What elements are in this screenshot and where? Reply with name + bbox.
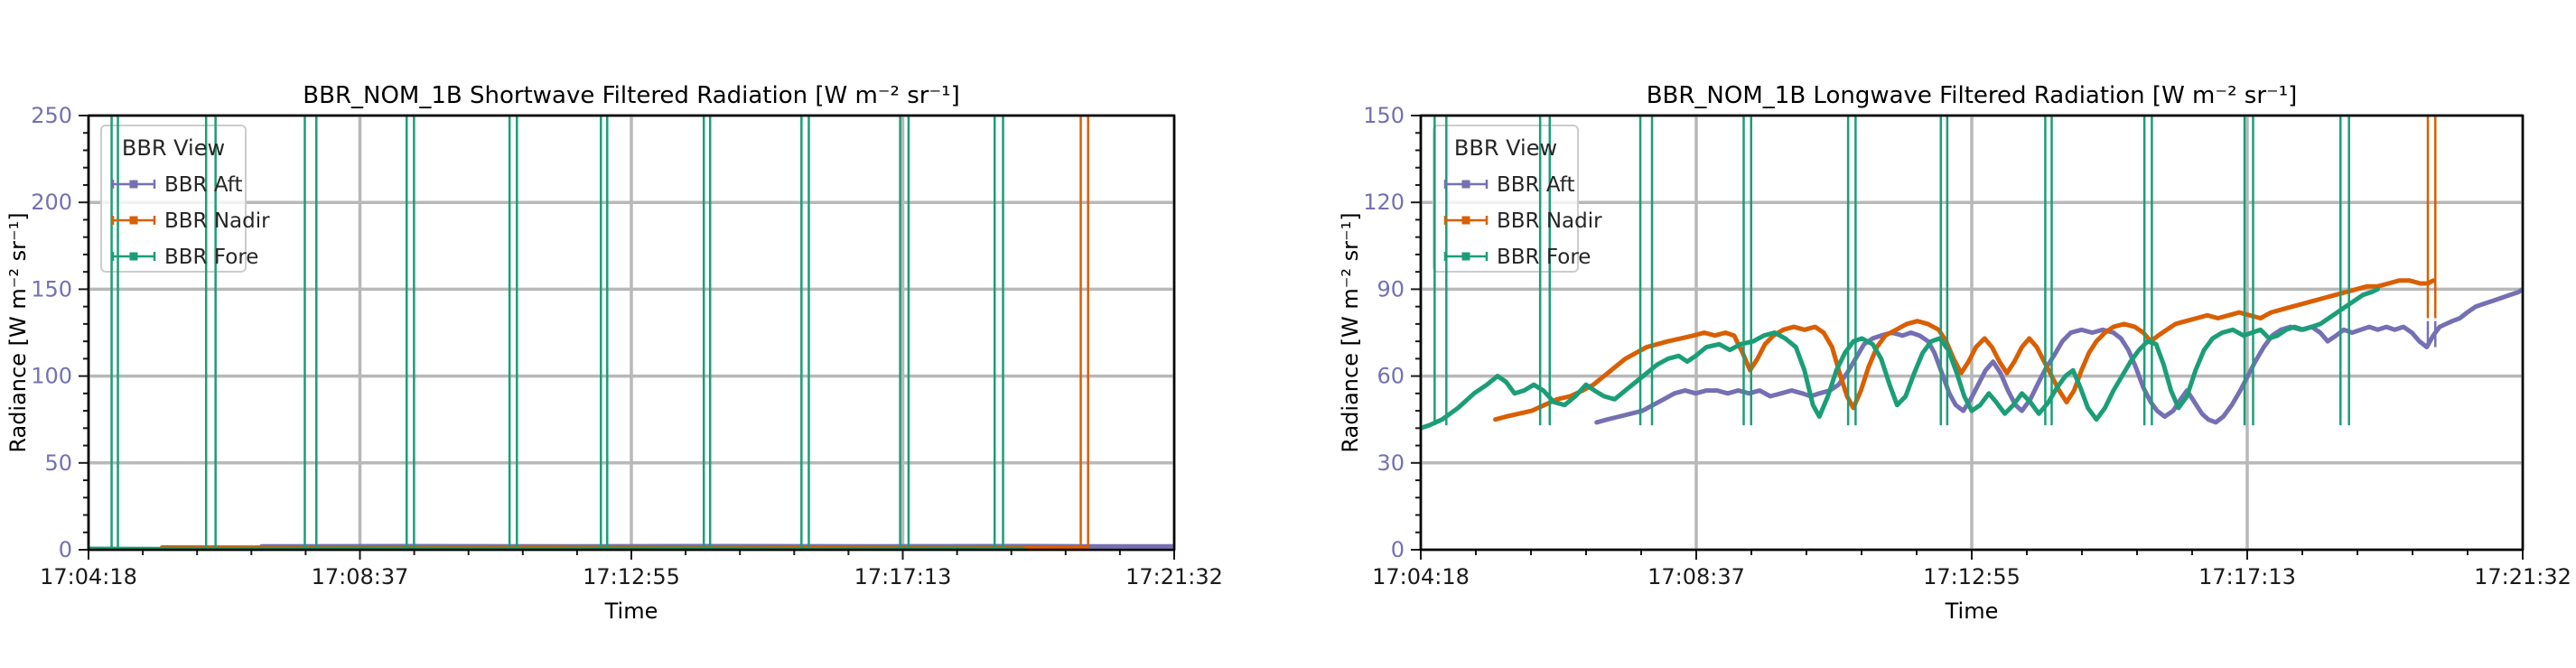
- y-axis-label: Radiance [W m⁻² sr⁻¹]: [1338, 212, 1363, 452]
- x-tick-label: 17:21:32: [2474, 564, 2571, 589]
- x-axis-label: Time: [1945, 598, 1999, 624]
- x-tick-label: 17:08:37: [1647, 564, 1745, 589]
- legend-frame: [100, 125, 247, 273]
- longwave-chart: 0 30 60 90 120 150 17:04:18 17:08:37 17:12:55 17:…: [1338, 82, 2571, 624]
- x-tick-label: 17:12:55: [583, 564, 680, 589]
- legend-entry-label-bbr-aft: BBR Aft: [1497, 173, 1574, 197]
- x-tick-label: 17:12:55: [1923, 564, 2021, 589]
- series-bbr-aft: [1594, 286, 2523, 425]
- series-bbr-nadir: [1493, 278, 2436, 422]
- legend: BBR View BBR Aft BBR Nadir BBR Fore: [1443, 135, 1602, 269]
- legend-entry-label-bbr-nadir: BBR Nadir: [1497, 209, 1602, 233]
- y-tick-label: 90: [1377, 276, 1405, 302]
- y-tick-label: 250: [31, 103, 72, 128]
- calibration-spikes: [110, 116, 1089, 550]
- y-tick-label: 0: [59, 537, 72, 562]
- axes-ticks: 0 30 60 90 120 150 17:04:18 17:08:37 17:12:55 17:…: [1363, 103, 2571, 589]
- x-tick-label: 17:17:13: [854, 564, 952, 589]
- calibration-spikes: [1433, 116, 2437, 426]
- y-axis-label: Radiance [W m⁻² sr⁻¹]: [5, 212, 31, 452]
- y-tick-label: 30: [1377, 450, 1405, 476]
- y-tick-label: 50: [44, 450, 72, 476]
- series-bbr-fore: [1421, 286, 2380, 431]
- x-tick-label: 17:17:13: [2198, 564, 2296, 589]
- chart-title: BBR_NOM_1B Longwave Filtered Radiation […: [1647, 82, 2298, 109]
- grid: [87, 114, 1176, 552]
- legend-title: BBR View: [122, 135, 225, 161]
- y-tick-label: 120: [1363, 190, 1405, 215]
- chart-title: BBR_NOM_1B Shortwave Filtered Radiation …: [303, 82, 959, 109]
- x-tick-label: 17:08:37: [312, 564, 409, 589]
- x-tick-label: 17:04:18: [1372, 564, 1470, 589]
- legend-title: BBR View: [1454, 135, 1557, 161]
- y-tick-label: 100: [31, 364, 72, 389]
- legend-entry-label-bbr-fore: BBR Fore: [1497, 246, 1591, 269]
- y-tick-label: 200: [31, 190, 72, 215]
- legend-entry-label-bbr-fore: BBR Fore: [164, 246, 258, 269]
- legend-sample-marker: [129, 180, 138, 189]
- legend-sample-marker: [1461, 180, 1470, 189]
- x-axis-label: Time: [604, 598, 658, 624]
- y-tick-label: 60: [1377, 364, 1405, 389]
- y-tick-label: 150: [1363, 103, 1405, 128]
- legend-entry-label-bbr-nadir: BBR Nadir: [164, 209, 270, 233]
- legend: BBR View BBR Aft BBR Nadir BBR Fore: [111, 135, 270, 269]
- y-tick-label: 150: [31, 276, 72, 302]
- legend-sample-marker: [129, 216, 138, 225]
- legend-entry-label-bbr-aft: BBR Aft: [164, 173, 242, 197]
- axes-spines: [87, 114, 1176, 552]
- legend-sample-marker: [129, 252, 138, 261]
- y-tick-label: 0: [1391, 537, 1405, 562]
- legend-sample-marker: [1461, 216, 1470, 225]
- x-tick-label: 17:04:18: [40, 564, 137, 589]
- axes-ticks: 0 50 100 150 200 250 17:04:18 17:08:37 17:12:55 1…: [31, 103, 1223, 589]
- legend-sample-marker: [1461, 252, 1470, 261]
- legend-frame: [1433, 125, 1579, 273]
- shortwave-chart: 0 50 100 150 200 250 17:04:18 17:08:37 17:12:55 1…: [5, 82, 1223, 624]
- x-tick-label: 17:21:32: [1125, 564, 1223, 589]
- axes-spines: [1419, 114, 2525, 552]
